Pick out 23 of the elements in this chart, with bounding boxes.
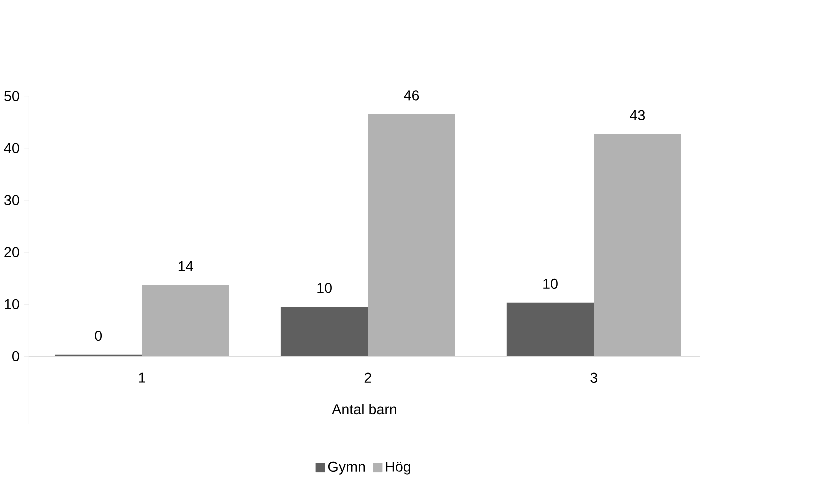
y-tick-label: 50 [4,91,20,102]
y-tick-label: 10 [5,299,20,310]
legend-label: Hög [386,462,410,475]
data-label: 10 [544,278,558,289]
bar [142,284,230,356]
y-tick-label: 30 [4,195,20,206]
data-label: 14 [178,261,194,272]
bar [594,134,682,356]
x-axis-title: Antal barn [332,404,396,414]
y-tick-label: 20 [4,247,20,258]
y-tick-label: 0 [12,351,20,362]
data-label: 43 [630,110,646,120]
y-tick-label: 40 [4,143,20,154]
x-tick-label: 1 [139,372,146,383]
bar [506,302,594,356]
x-tick-label: 3 [590,372,598,383]
x-tick-label: 2 [364,372,372,383]
bar [280,306,368,356]
legend-label: Gymn [328,462,366,475]
data-label: 46 [404,90,420,101]
data-label: 10 [318,282,332,294]
data-label: 0 [95,330,102,341]
bar [368,114,456,356]
